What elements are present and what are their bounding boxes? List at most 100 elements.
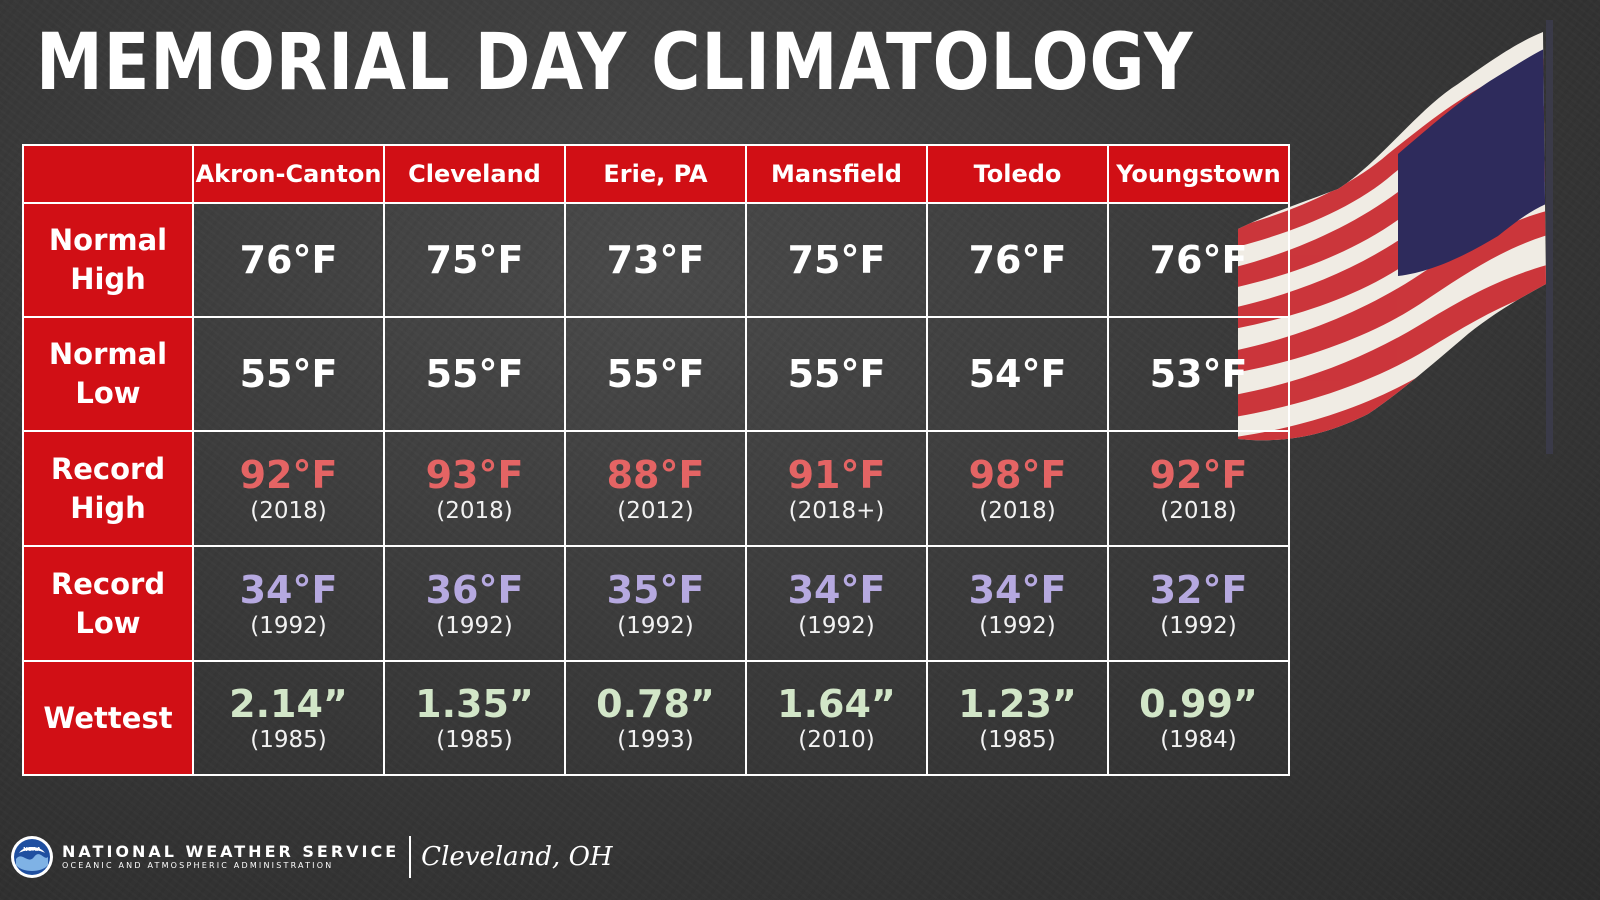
- table-cell: 1.23” (1985): [926, 660, 1109, 776]
- agency-subtitle: OCEANIC AND ATMOSPHERIC ADMINISTRATION: [62, 861, 334, 870]
- wettest-year: (1985): [979, 727, 1056, 753]
- normal-high-value: 75°F: [425, 238, 524, 282]
- table-cell: 75°F: [745, 202, 928, 318]
- record-high-value: 93°F: [425, 452, 524, 497]
- record-high-year: (2018+): [788, 497, 885, 524]
- normal-low-value: 55°F: [239, 352, 338, 396]
- table-cell: 34°F (1992): [926, 545, 1109, 662]
- wettest-value: 1.23”: [958, 682, 1077, 726]
- table-cell: 73°F: [564, 202, 747, 318]
- normal-low-value: 54°F: [968, 352, 1067, 396]
- record-low-year: (1992): [1160, 612, 1237, 639]
- header-row: Akron-Canton Cleveland Erie, PA Mansfiel…: [22, 144, 1290, 204]
- record-high-value: 92°F: [239, 452, 338, 497]
- page-title: MEMORIAL DAY CLIMATOLOGY: [36, 18, 1194, 108]
- row-header-wettest: Wettest: [22, 660, 194, 776]
- wettest-value: 1.35”: [415, 682, 534, 726]
- wettest-value: 0.78”: [596, 682, 715, 726]
- wettest-year: (1985): [436, 727, 513, 753]
- noaa-logo-icon: NOAA: [11, 836, 53, 878]
- table-cell: 98°F (2018): [926, 430, 1109, 547]
- record-low-value: 32°F: [1149, 567, 1248, 612]
- table-cell: 1.64” (2010): [745, 660, 928, 776]
- normal-low-value: 53°F: [1149, 352, 1248, 396]
- table-cell: 36°F (1992): [383, 545, 566, 662]
- record-high-year: (2018): [1160, 497, 1237, 524]
- agency-name: NATIONAL WEATHER SERVICE OCEANIC AND ATM…: [62, 843, 399, 871]
- row-label-line: High: [70, 490, 146, 525]
- record-low-year: (1992): [979, 612, 1056, 639]
- column-header-akron-canton: Akron-Canton: [192, 144, 385, 204]
- record-low-value: 36°F: [425, 567, 524, 612]
- table-cell: 0.99” (1984): [1107, 660, 1290, 776]
- record-low-year: (1992): [798, 612, 875, 639]
- normal-low-value: 55°F: [425, 352, 524, 396]
- row-label-line: Low: [75, 605, 141, 640]
- row-header-normal-low: Normal Low: [22, 316, 194, 432]
- noaa-logo-text: NOAA: [23, 847, 41, 853]
- table-cell: 2.14” (1985): [192, 660, 385, 776]
- table-row-normal-low: Normal Low 55°F 55°F 55°F 55°F 54°F 53°F: [22, 316, 1290, 432]
- record-high-value: 88°F: [606, 452, 705, 497]
- record-low-year: (1992): [250, 612, 327, 639]
- normal-high-value: 75°F: [787, 238, 886, 282]
- column-header-youngstown: Youngstown: [1107, 144, 1290, 204]
- row-header-record-high: Record High: [22, 430, 194, 547]
- record-low-value: 34°F: [239, 567, 338, 612]
- record-high-value: 98°F: [968, 452, 1067, 497]
- climatology-table: Akron-Canton Cleveland Erie, PA Mansfiel…: [22, 144, 1290, 776]
- footer: NOAA NATIONAL WEATHER SERVICE OCEANIC AN…: [10, 834, 613, 880]
- office-name: Cleveland, OH: [421, 842, 613, 872]
- normal-low-value: 55°F: [606, 352, 705, 396]
- record-low-year: (1992): [617, 612, 694, 639]
- row-label-line: High: [70, 262, 146, 296]
- normal-high-value: 73°F: [606, 238, 705, 282]
- record-low-value: 34°F: [787, 567, 886, 612]
- table-cell: 54°F: [926, 316, 1109, 432]
- table-cell: 1.35” (1985): [383, 660, 566, 776]
- table-row-record-high: Record High 92°F (2018) 93°F (2018) 88°F (2…: [22, 430, 1290, 547]
- row-label-line: Record: [50, 451, 166, 486]
- record-low-year: (1992): [436, 612, 513, 639]
- row-label-line: Low: [75, 376, 141, 410]
- wettest-value: 0.99”: [1139, 682, 1258, 726]
- wettest-year: (2010): [798, 727, 875, 753]
- record-high-year: (2018): [979, 497, 1056, 524]
- record-low-value: 34°F: [968, 567, 1067, 612]
- record-high-value: 91°F: [787, 452, 886, 497]
- row-label-line: Wettest: [43, 700, 173, 735]
- table-row-normal-high: Normal High 76°F 75°F 73°F 75°F 76°F 76°…: [22, 202, 1290, 318]
- table-cell: 32°F (1992): [1107, 545, 1290, 662]
- table-cell: 55°F: [383, 316, 566, 432]
- row-header-record-low: Record Low: [22, 545, 194, 662]
- normal-high-value: 76°F: [968, 238, 1067, 282]
- record-high-year: (2018): [436, 497, 513, 524]
- table-cell: 34°F (1992): [745, 545, 928, 662]
- table-cell: 76°F: [1107, 202, 1290, 318]
- table-cell: 75°F: [383, 202, 566, 318]
- normal-high-value: 76°F: [1149, 238, 1248, 282]
- american-flag-icon: [1238, 20, 1553, 454]
- corner-cell: [22, 144, 194, 204]
- table-cell: 55°F: [192, 316, 385, 432]
- table-cell: 35°F (1992): [564, 545, 747, 662]
- row-label-line: Normal: [48, 223, 168, 257]
- wettest-value: 2.14”: [229, 682, 348, 726]
- table-cell: 53°F: [1107, 316, 1290, 432]
- table-cell: 91°F (2018+): [745, 430, 928, 547]
- wettest-year: (1984): [1160, 727, 1237, 753]
- table-cell: 34°F (1992): [192, 545, 385, 662]
- normal-low-value: 55°F: [787, 352, 886, 396]
- table-row-wettest: Wettest 2.14” (1985) 1.35” (1985) 0.78” (19…: [22, 660, 1290, 776]
- table-cell: 88°F (2012): [564, 430, 747, 547]
- normal-high-value: 76°F: [239, 238, 338, 282]
- column-header-toledo: Toledo: [926, 144, 1109, 204]
- column-header-mansfield: Mansfield: [745, 144, 928, 204]
- table-cell: 0.78” (1993): [564, 660, 747, 776]
- table-cell: 93°F (2018): [383, 430, 566, 547]
- record-high-year: (2012): [617, 497, 694, 524]
- wettest-value: 1.64”: [777, 682, 896, 726]
- table-cell: 76°F: [192, 202, 385, 318]
- climatology-table-container: Akron-Canton Cleveland Erie, PA Mansfiel…: [22, 144, 1290, 776]
- table-cell: 92°F (2018): [1107, 430, 1290, 547]
